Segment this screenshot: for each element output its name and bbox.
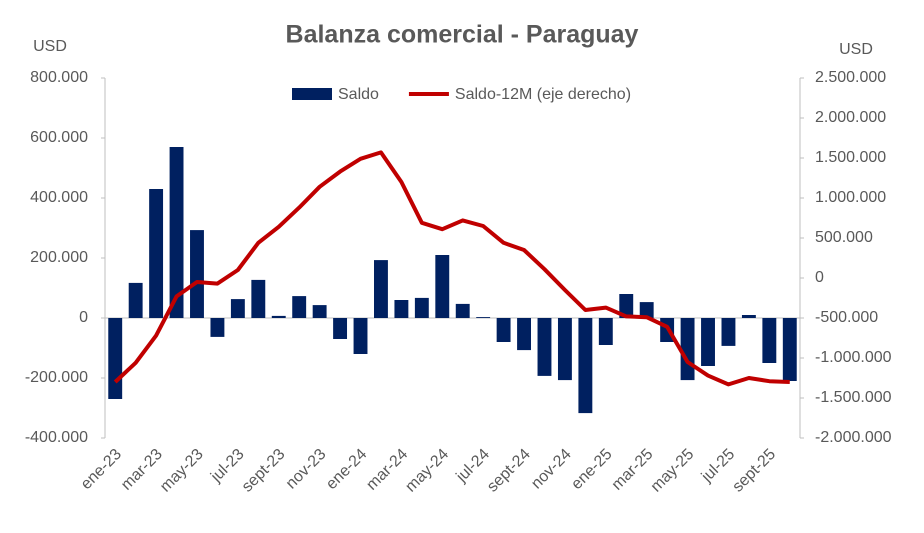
y2-tick-label: 2.000.000 <box>815 109 886 126</box>
bar <box>639 302 654 318</box>
bar <box>476 317 491 318</box>
bar <box>741 315 756 318</box>
bar <box>394 300 409 318</box>
y-tick-label: 200.000 <box>30 249 88 266</box>
bar <box>149 189 164 318</box>
y-tick-label: -200.000 <box>25 369 88 386</box>
bar <box>190 230 204 318</box>
bar <box>762 318 777 363</box>
legend-label: Saldo <box>338 86 379 103</box>
bar <box>169 147 184 318</box>
bar <box>496 318 511 342</box>
y-tick-label: 0 <box>79 309 88 326</box>
bar <box>374 260 388 318</box>
legend-swatch <box>292 88 332 100</box>
x-tick-label: may-23 <box>157 446 207 496</box>
y-tick-label: -400.000 <box>25 429 88 446</box>
y2-tick-label: -500.000 <box>815 309 878 326</box>
x-tick-label: may-25 <box>648 446 698 496</box>
bar <box>701 318 715 366</box>
y-tick-label: 400.000 <box>30 189 88 206</box>
y2-tick-label: -1.000.000 <box>815 349 892 366</box>
bar <box>353 318 368 354</box>
x-tick-label: ene-25 <box>568 446 615 493</box>
y-axis-unit: USD <box>33 38 67 55</box>
chart-title: Balanza comercial - Paraguay <box>286 21 639 49</box>
bar <box>108 318 123 399</box>
bar <box>333 318 348 339</box>
x-tick-label: ene-24 <box>323 446 370 493</box>
bar <box>210 318 225 337</box>
bar <box>517 318 531 351</box>
x-tick-label: sept-25 <box>729 446 779 496</box>
bar <box>721 318 736 346</box>
bar <box>578 318 593 414</box>
bar <box>128 282 143 318</box>
x-tick-label: sept-24 <box>484 446 534 496</box>
bar <box>271 315 286 318</box>
bar <box>312 305 327 318</box>
y2-tick-label: 2.500.000 <box>815 69 886 86</box>
x-tick-label: ene-23 <box>78 446 125 493</box>
bar <box>537 318 552 376</box>
x-tick-label: sept-23 <box>239 446 289 496</box>
y2-tick-label: 0 <box>815 269 824 286</box>
bar <box>292 296 307 318</box>
legend-label: Saldo-12M (eje derecho) <box>455 86 631 103</box>
bar <box>414 297 429 318</box>
bar <box>782 318 797 381</box>
bar <box>435 255 450 318</box>
bar <box>455 303 470 318</box>
bar <box>251 279 266 318</box>
bar <box>557 318 572 381</box>
y-tick-label: 800.000 <box>30 69 88 86</box>
y2-tick-label: 500.000 <box>815 229 873 246</box>
y2-tick-label: 1.000.000 <box>815 189 886 206</box>
bar <box>619 294 634 318</box>
bar <box>598 318 613 345</box>
x-tick-label: nov-24 <box>528 446 575 493</box>
y2-tick-label: -2.000.000 <box>815 429 892 446</box>
bar <box>230 299 245 318</box>
x-tick-label: nov-23 <box>283 446 330 493</box>
y2-axis-unit: USD <box>839 41 873 58</box>
line <box>113 150 790 387</box>
y-tick-label: 600.000 <box>30 129 88 146</box>
y2-tick-label: -1.500.000 <box>815 389 892 406</box>
y2-tick-label: 1.500.000 <box>815 149 886 166</box>
x-tick-label: may-24 <box>402 446 452 496</box>
bar <box>680 318 695 381</box>
